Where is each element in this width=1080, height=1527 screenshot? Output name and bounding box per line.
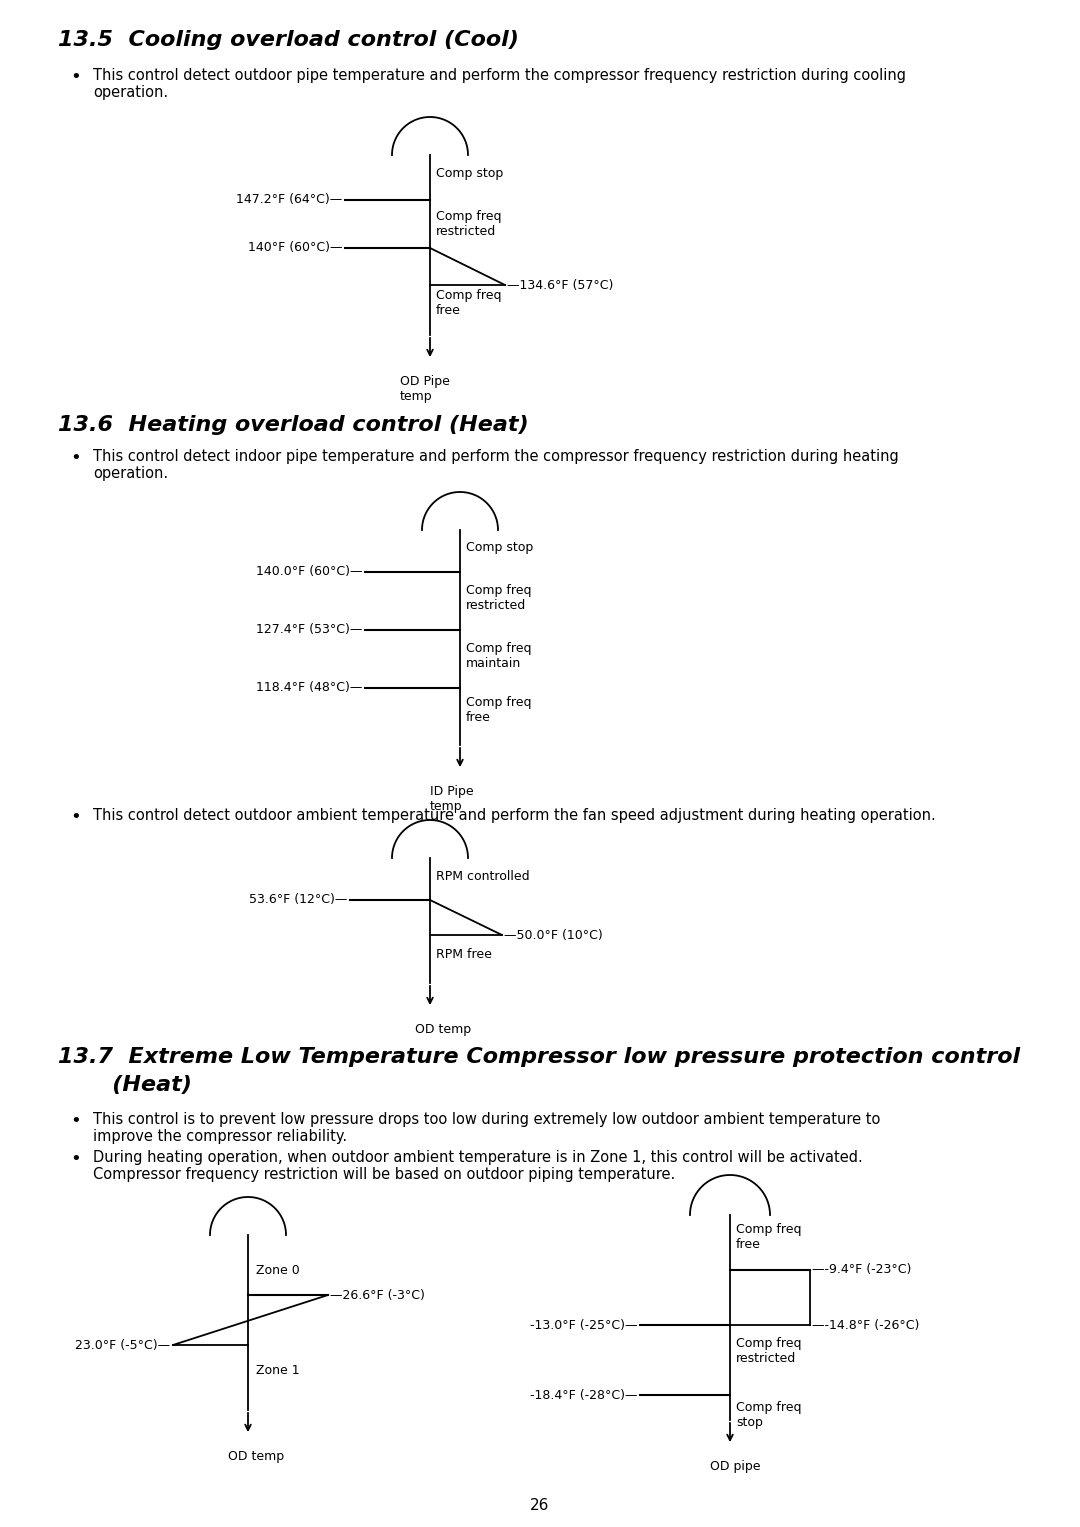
Text: Zone 1: Zone 1 [256, 1364, 299, 1376]
Text: —-9.4°F (-23°C): —-9.4°F (-23°C) [812, 1263, 912, 1277]
Text: 13.5  Cooling overload control (Cool): 13.5 Cooling overload control (Cool) [58, 31, 518, 50]
Text: Comp stop: Comp stop [436, 166, 503, 180]
Text: •: • [70, 1150, 81, 1168]
Text: •: • [70, 69, 81, 86]
Text: Zone 0: Zone 0 [256, 1263, 300, 1277]
Text: Comp freq
stop: Comp freq stop [735, 1400, 801, 1429]
Text: 127.4°F (53°C)—: 127.4°F (53°C)— [256, 623, 362, 637]
Text: 13.7  Extreme Low Temperature Compressor low pressure protection control: 13.7 Extreme Low Temperature Compressor … [58, 1048, 1021, 1067]
Text: Comp freq
restricted: Comp freq restricted [436, 211, 501, 238]
Text: improve the compressor reliability.: improve the compressor reliability. [93, 1128, 347, 1144]
Text: ID Pipe
temp: ID Pipe temp [430, 785, 474, 812]
Text: 140.0°F (60°C)—: 140.0°F (60°C)— [256, 565, 362, 579]
Text: Comp freq
free: Comp freq free [465, 696, 531, 724]
Text: •: • [70, 808, 81, 826]
Text: OD Pipe
temp: OD Pipe temp [400, 376, 450, 403]
Text: -18.4°F (-28°C)—: -18.4°F (-28°C)— [529, 1388, 637, 1402]
Text: OD temp: OD temp [415, 1023, 471, 1035]
Text: 13.6  Heating overload control (Heat): 13.6 Heating overload control (Heat) [58, 415, 528, 435]
Text: OD temp: OD temp [228, 1451, 284, 1463]
Text: Comp freq
free: Comp freq free [436, 289, 501, 318]
Text: Comp freq
restricted: Comp freq restricted [735, 1338, 801, 1365]
Text: This control is to prevent low pressure drops too low during extremely low outdo: This control is to prevent low pressure … [93, 1112, 880, 1127]
Text: Comp stop: Comp stop [465, 542, 534, 554]
Text: 26: 26 [530, 1498, 550, 1513]
Text: —26.6°F (-3°C): —26.6°F (-3°C) [330, 1289, 424, 1301]
Text: 118.4°F (48°C)—: 118.4°F (48°C)— [256, 681, 362, 695]
Text: This control detect outdoor ambient temperature and perform the fan speed adjust: This control detect outdoor ambient temp… [93, 808, 935, 823]
Text: -13.0°F (-25°C)—: -13.0°F (-25°C)— [529, 1318, 637, 1332]
Text: (Heat): (Heat) [58, 1075, 192, 1095]
Text: RPM controlled: RPM controlled [436, 869, 529, 883]
Text: —50.0°F (10°C): —50.0°F (10°C) [504, 928, 603, 942]
Text: Compressor frequency restriction will be based on outdoor piping temperature.: Compressor frequency restriction will be… [93, 1167, 675, 1182]
Text: 23.0°F (-5°C)—: 23.0°F (-5°C)— [75, 1339, 170, 1351]
Text: During heating operation, when outdoor ambient temperature is in Zone 1, this co: During heating operation, when outdoor a… [93, 1150, 863, 1165]
Text: 147.2°F (64°C)—: 147.2°F (64°C)— [235, 194, 342, 206]
Text: •: • [70, 449, 81, 467]
Text: This control detect outdoor pipe temperature and perform the compressor frequenc: This control detect outdoor pipe tempera… [93, 69, 906, 101]
Text: —-14.8°F (-26°C): —-14.8°F (-26°C) [812, 1318, 919, 1332]
Text: Comp freq
restricted: Comp freq restricted [465, 583, 531, 612]
Text: OD pipe: OD pipe [710, 1460, 760, 1474]
Text: This control detect indoor pipe temperature and perform the compressor frequency: This control detect indoor pipe temperat… [93, 449, 899, 481]
Text: Comp freq
maintain: Comp freq maintain [465, 641, 531, 670]
Text: •: • [70, 1112, 81, 1130]
Text: RPM free: RPM free [436, 948, 491, 962]
Text: 53.6°F (12°C)—: 53.6°F (12°C)— [248, 893, 347, 907]
Text: Comp freq
free: Comp freq free [735, 1223, 801, 1251]
Text: 140°F (60°C)—: 140°F (60°C)— [247, 241, 342, 255]
Text: —134.6°F (57°C): —134.6°F (57°C) [507, 278, 613, 292]
